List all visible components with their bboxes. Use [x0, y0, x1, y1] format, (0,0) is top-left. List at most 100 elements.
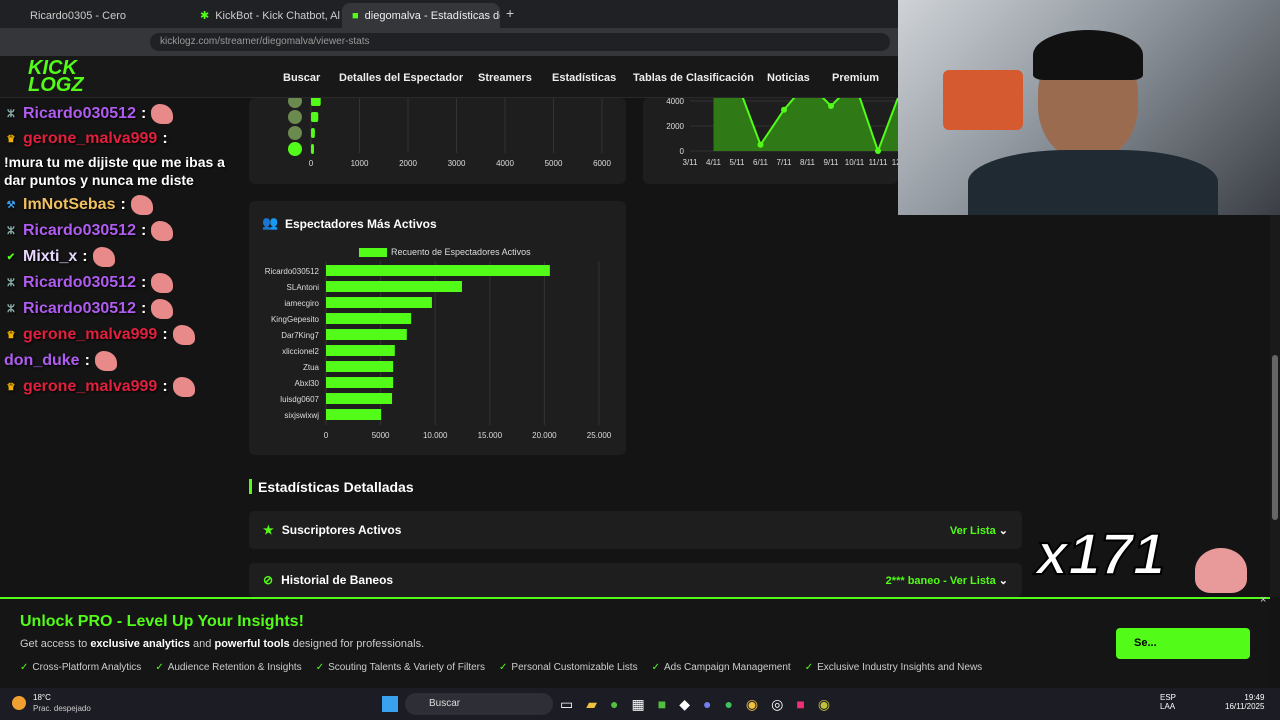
feature-item: ✓ Audience Retention & Insights: [155, 662, 302, 673]
feature-item: ✓ Exclusive Industry Insights and News: [804, 662, 983, 673]
nav-estadisticas[interactable]: Estadísticas: [552, 72, 617, 84]
crown-icon: ♛: [6, 381, 16, 393]
section-title: Estadísticas Detalladas: [258, 479, 414, 495]
banner-description: Get access to exclusive analytics and po…: [20, 638, 425, 650]
browser-tab[interactable]: ✱KickBot - Kick Chatbot, Alerts, T: [200, 9, 340, 23]
chat-username[interactable]: Ricardo030512: [23, 222, 136, 239]
emote-icon: [151, 273, 174, 293]
whatsapp-icon[interactable]: ●: [724, 696, 733, 712]
row-suscriptores[interactable]: ★ Suscriptores Activos Ver Lista ⌄: [249, 511, 1022, 549]
language-indicator[interactable]: ESP LAA: [1160, 693, 1177, 711]
check-icon: ✓: [155, 662, 164, 673]
row-baneos[interactable]: ⊘ Historial de Baneos 2*** baneo - Ver L…: [249, 563, 1022, 597]
bar-Ztua: [326, 361, 394, 372]
emote-icon: [92, 247, 115, 267]
card-title: Espectadores Más Activos: [285, 217, 437, 231]
chat-username[interactable]: ImNotSebas: [23, 196, 116, 213]
bar-xliccionel2: [326, 345, 395, 356]
chat-username[interactable]: Mixti_x: [23, 248, 78, 265]
emote-icon: [151, 221, 174, 241]
chat-message: ⵣ Ricardo030512:: [4, 104, 242, 124]
site-logo[interactable]: KICK LOGZ: [28, 57, 84, 96]
browser-tab[interactable]: Ricardo0305 - Cero: [30, 9, 126, 22]
chat-message: ♛ gerone_malva999: !mura tu me dijiste que…: [4, 130, 242, 189]
nav-tablas[interactable]: Tablas de Clasificación: [633, 72, 754, 84]
chat-text: !mura tu me dijiste que me ibas a dar pu…: [4, 154, 225, 188]
scrollbar-thumb[interactable]: [1272, 355, 1278, 520]
app-icon[interactable]: ◉: [817, 696, 831, 712]
bar-luisdg0607: [326, 393, 393, 404]
chat-username[interactable]: gerone_malva999: [23, 130, 158, 147]
minecraft-icon[interactable]: ■: [657, 696, 667, 712]
chat-username[interactable]: Ricardo030512: [23, 300, 136, 317]
file-explorer-icon[interactable]: ▰: [586, 696, 598, 712]
chat-username[interactable]: gerone_malva999: [23, 378, 158, 395]
tiktok-icon[interactable]: ■: [796, 696, 805, 712]
new-tab-button[interactable]: +: [506, 5, 515, 21]
chat-username[interactable]: Ricardo030512: [23, 105, 136, 122]
chat-separator: :: [162, 378, 168, 395]
roblox-icon[interactable]: ◆: [679, 696, 690, 712]
obs-icon[interactable]: ◎: [771, 696, 784, 712]
bar-Abxl30: [326, 377, 394, 388]
viewers-line-chart: 0 2000 4000 3/11 4/11 5/11 6/11 7/11 8/11 9/11 10/…: [666, 79, 912, 167]
section-accent: [249, 479, 252, 494]
emote-icon: [172, 377, 195, 397]
star-icon: ★: [263, 523, 274, 537]
x-tick-label: 5/11: [730, 158, 746, 167]
chat-separator: :: [140, 300, 147, 317]
weather-icon: [12, 696, 26, 710]
emote-icon: [151, 104, 174, 124]
kickbot-icon: ✱: [200, 10, 210, 22]
streamer-hair: [1033, 30, 1143, 80]
data-point: [875, 148, 881, 154]
nav-detalles-espectador[interactable]: Detalles del Espectador: [339, 72, 464, 84]
chat-separator: :: [140, 222, 147, 239]
pro-banner: [0, 597, 1270, 688]
weather-temp[interactable]: 18°C: [33, 693, 51, 702]
url-input[interactable]: kicklogz.com/streamer/diegomalva/viewer-…: [150, 33, 890, 51]
x-tick-label: 5000: [545, 159, 563, 168]
store-icon[interactable]: ▦: [631, 696, 645, 712]
chat-separator: :: [140, 274, 147, 291]
discord-icon[interactable]: ●: [702, 696, 712, 712]
chat-separator: :: [82, 248, 88, 265]
legend-swatch: [359, 248, 387, 257]
taskbar-search[interactable]: Buscar: [405, 693, 553, 715]
nav-noticias[interactable]: Noticias: [767, 72, 810, 84]
nav-premium[interactable]: Premium: [832, 72, 880, 84]
moderator-icon: ⵣ: [7, 108, 15, 120]
ver-lista-link[interactable]: 2*** baneo - Ver Lista ⌄: [885, 574, 1008, 587]
chevron-down-icon: ⌄: [998, 524, 1008, 537]
taskbar-apps: ▭ ▰ ● ▦ ■ ◆ ● ● ◉ ◎ ■ ◉: [560, 696, 830, 713]
chat-message: don_duke:: [4, 351, 242, 371]
kicklogz-icon: ■: [352, 9, 359, 22]
chat-username[interactable]: don_duke: [4, 352, 80, 369]
emote-icon: [94, 351, 117, 371]
active-viewers-card: 👥 Espectadores Más Activos Recuento de E…: [249, 201, 626, 455]
data-point: [828, 103, 834, 109]
xbox-icon[interactable]: ●: [610, 696, 619, 712]
close-banner-button[interactable]: ×: [1260, 594, 1267, 606]
weather-desc[interactable]: Prac. despejado: [33, 704, 91, 713]
scrollbar[interactable]: [1270, 98, 1280, 597]
chat-username[interactable]: Ricardo030512: [23, 274, 136, 291]
x-tick-label: 15.000: [478, 431, 503, 440]
x-tick-label: 9/11: [824, 158, 840, 167]
clock[interactable]: 19:49 16/11/2025: [1225, 693, 1265, 711]
nav-buscar[interactable]: Buscar: [283, 72, 321, 84]
task-view-icon[interactable]: ▭: [560, 696, 574, 712]
x-tick-label: 7/11: [777, 158, 793, 167]
chrome-icon[interactable]: ◉: [745, 696, 759, 712]
browser-tab-active[interactable]: ■diegomalva - Estadísticas de K: [342, 3, 500, 28]
hammer-icon: ⚒: [6, 199, 16, 211]
chat-message: ⵣ Ricardo030512:: [4, 221, 242, 241]
nav-streamers[interactable]: Streamers: [478, 72, 532, 84]
crown-icon: ♛: [6, 133, 16, 145]
legend-label[interactable]: Recuento de Espectadores Activos: [391, 247, 531, 257]
chat-username[interactable]: gerone_malva999: [23, 326, 158, 343]
windows-start-icon[interactable]: [382, 696, 398, 712]
subscribe-button[interactable]: Se...: [1116, 628, 1250, 659]
feature-item: ✓ Cross-Platform Analytics: [20, 662, 142, 673]
ver-lista-link[interactable]: Ver Lista ⌄: [949, 524, 1008, 537]
